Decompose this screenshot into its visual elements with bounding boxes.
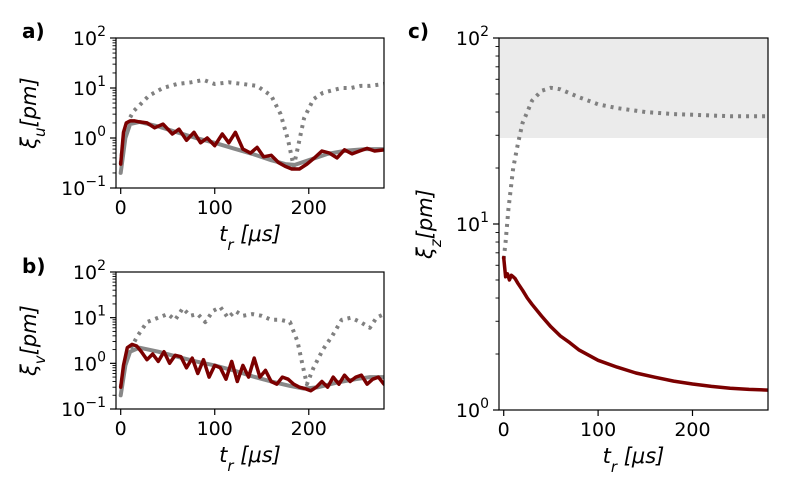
panel-label-a: a) xyxy=(22,19,45,43)
shaded-band xyxy=(499,38,768,138)
y-tick-label: 100 xyxy=(456,396,489,422)
y-tick-label: 101 xyxy=(456,210,489,236)
chart-panel-c: 0 100 200 100 101 102 tr [μs] ξz[pm] c) xyxy=(408,19,769,476)
x-tick-label: 200 xyxy=(291,197,327,219)
x-tick-label: 100 xyxy=(197,418,233,440)
series-dark-red xyxy=(118,342,384,393)
series-dotted-gray xyxy=(118,77,384,169)
panel-label-c: c) xyxy=(408,19,429,43)
y-axis-label: ξu[pm] xyxy=(17,77,49,149)
y-tick-label: 10−1 xyxy=(61,174,106,200)
y-axis-label: ξz[pm] xyxy=(413,189,445,260)
y-tick-label: 100 xyxy=(73,349,106,375)
panel-label-b: b) xyxy=(22,254,45,278)
x-axis-label: tr [μs] xyxy=(219,443,281,475)
x-axis-label: tr [μs] xyxy=(219,222,281,254)
x-tick-label: 0 xyxy=(115,418,127,440)
y-tick-label: 101 xyxy=(73,74,106,100)
axes-frame xyxy=(115,271,385,410)
series-smooth-gray xyxy=(118,119,384,175)
chart-panel-b: 0 100 200 10−1 100 101 102 tr [μs] ξv[pm] b) xyxy=(17,254,385,475)
x-tick-label: 0 xyxy=(498,419,510,441)
series-dark-red xyxy=(118,119,384,171)
x-tick-label: 100 xyxy=(197,197,233,219)
y-tick-label: 10−1 xyxy=(61,395,106,421)
x-tick-label: 0 xyxy=(115,197,127,219)
y-tick-label: 102 xyxy=(456,24,489,50)
x-tick-label: 200 xyxy=(291,418,327,440)
chart-panel-a: 0 100 200 10−1 100 101 102 tr [μs] ξu[pm] a) xyxy=(17,19,385,254)
x-tick-label: 100 xyxy=(580,419,616,441)
x-tick-label: 200 xyxy=(674,419,710,441)
y-tick-label: 102 xyxy=(73,258,106,284)
y-tick-label: 102 xyxy=(73,24,106,50)
x-axis-label: tr [μs] xyxy=(603,444,665,476)
y-axis-label: ξv[pm] xyxy=(17,305,49,377)
series-dark-red xyxy=(501,255,768,392)
y-tick-label: 100 xyxy=(73,124,106,150)
series-dotted-gray xyxy=(118,305,384,388)
axes-frame xyxy=(115,37,385,189)
y-tick-label: 101 xyxy=(73,304,106,330)
